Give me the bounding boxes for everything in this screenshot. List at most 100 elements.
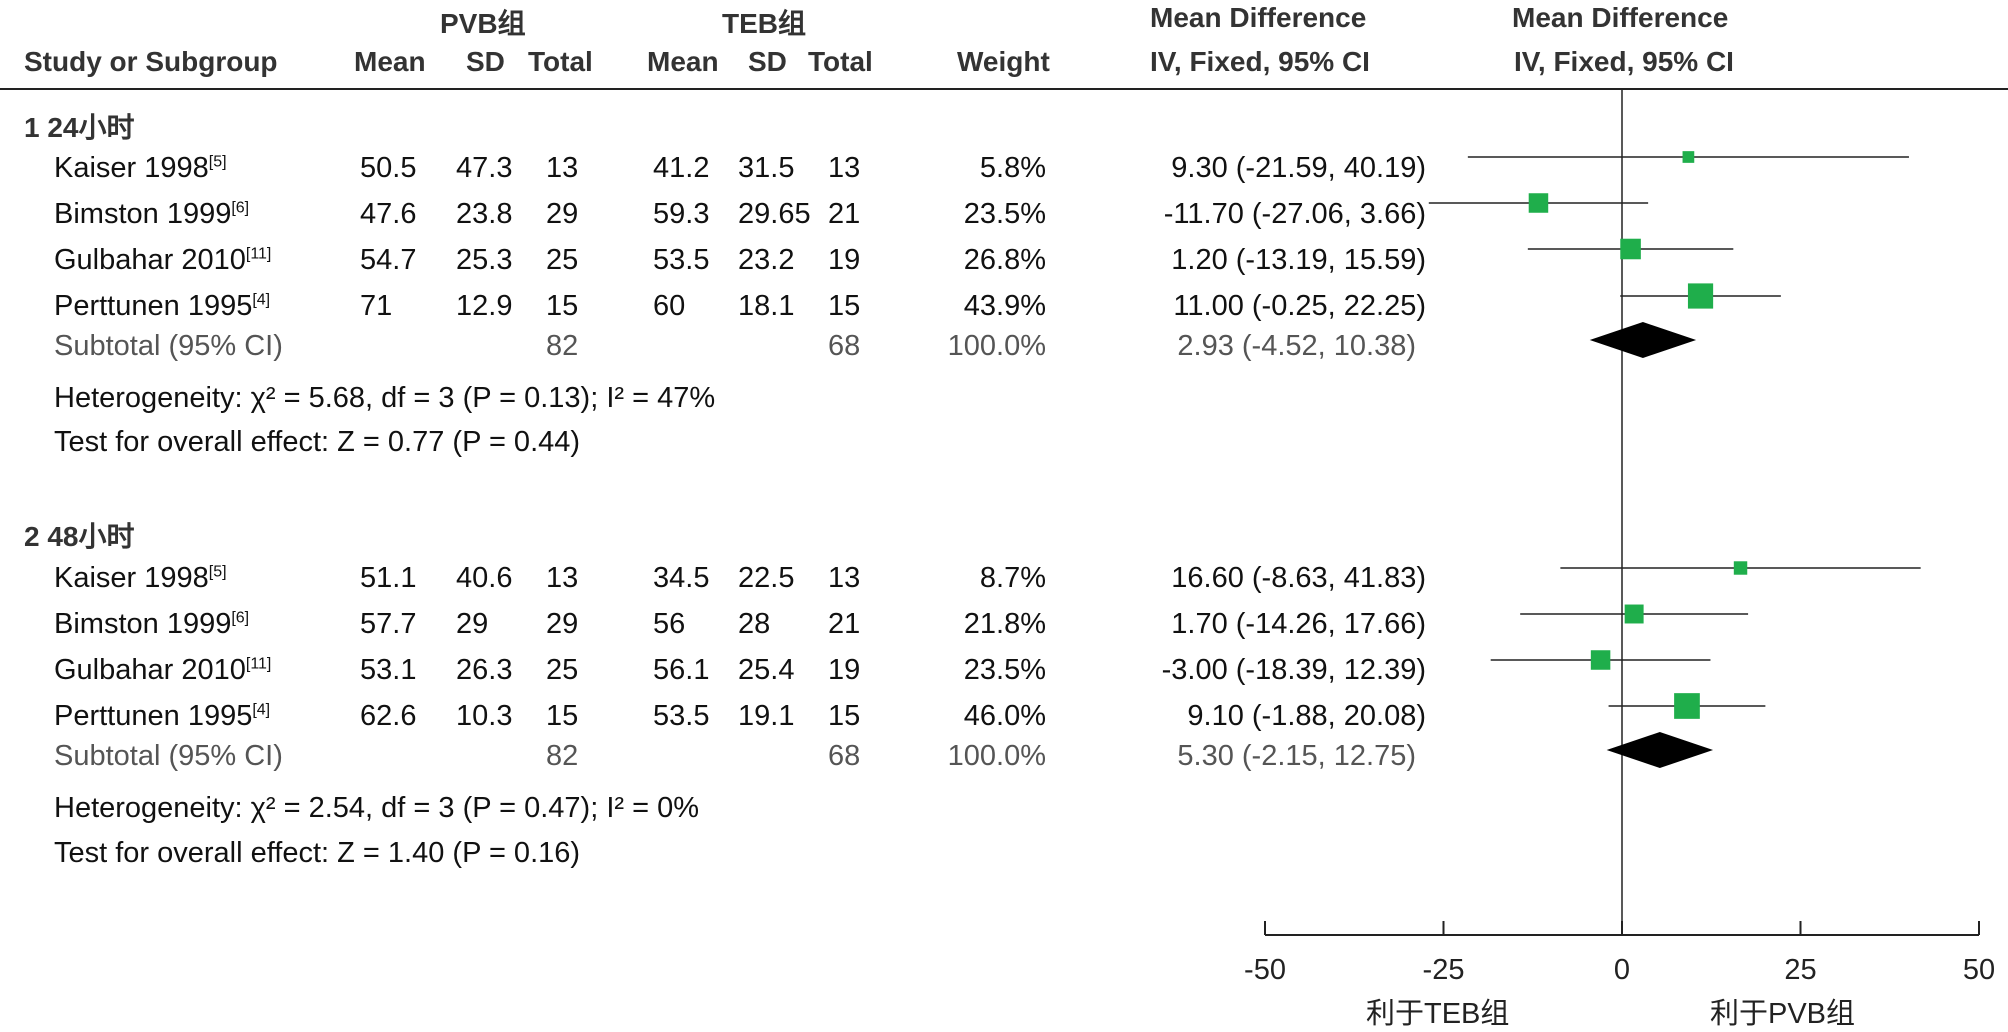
group1-mean: 53.1	[360, 654, 417, 686]
study-ci: -3.00 (-18.39, 12.39)	[1161, 654, 1426, 686]
group2-mean-header: Mean	[647, 46, 719, 77]
subtotal-group2-total: 68	[828, 740, 861, 772]
group1-mean: 50.5	[360, 152, 417, 184]
group1-total: 25	[546, 654, 579, 686]
study-name: Perttunen 1995[4]	[54, 290, 271, 322]
overall-effect-text: Test for overall effect: Z = 0.77 (P = 0…	[54, 426, 581, 458]
group1-sd-header: SD	[466, 46, 505, 77]
study-ci: 16.60 (-8.63, 41.83)	[1171, 562, 1426, 594]
group1-mean: 57.7	[360, 608, 417, 640]
subtotal-group1-total: 82	[546, 740, 579, 772]
subtotal-label: Subtotal (95% CI)	[54, 740, 283, 772]
study-ci: 1.20 (-13.19, 15.59)	[1171, 244, 1426, 276]
x-axis-tick-label: -25	[1423, 954, 1465, 986]
group1-sd: 10.3	[456, 700, 513, 732]
study-name: Gulbahar 2010[11]	[54, 654, 272, 686]
group1-total: 29	[546, 608, 579, 640]
study-ci: -11.70 (-27.06, 3.66)	[1163, 198, 1426, 230]
study-ci: 9.10 (-1.88, 20.08)	[1187, 700, 1426, 732]
group2-mean: 34.5	[653, 562, 710, 594]
study-weight: 46.0%	[963, 700, 1046, 732]
study-weight: 26.8%	[963, 244, 1046, 276]
subtotal-weight: 100.0%	[947, 330, 1046, 362]
group2-sd: 31.5	[738, 152, 795, 184]
study-ci: 11.00 (-0.25, 22.25)	[1173, 290, 1426, 322]
group2-total: 21	[828, 198, 861, 230]
effect-marker	[1590, 650, 1611, 670]
group2-sd: 23.2	[738, 244, 795, 276]
subtotal-group1-total: 82	[546, 330, 579, 362]
study-name: Gulbahar 2010[11]	[54, 244, 272, 276]
study-weight: 43.9%	[963, 290, 1046, 322]
study-ci: 1.70 (-14.26, 17.66)	[1171, 608, 1426, 640]
group2-total: 13	[828, 562, 861, 594]
md-plot-header-subtitle: IV, Fixed, 95% CI	[1514, 46, 1734, 77]
group1-total: 29	[546, 198, 579, 230]
study-name: Bimston 1999[6]	[54, 608, 250, 640]
study-name: Bimston 1999[6]	[54, 198, 250, 230]
x-axis-tick-label: 25	[1784, 954, 1816, 986]
heterogeneity-text: Heterogeneity: χ² = 2.54, df = 3 (P = 0.…	[54, 792, 699, 824]
group2-total: 19	[828, 244, 861, 276]
effect-marker	[1674, 693, 1700, 719]
group2-sd: 22.5	[738, 562, 795, 594]
group1-sd: 23.8	[456, 198, 513, 230]
study-weight: 21.8%	[963, 608, 1046, 640]
study-weight: 5.8%	[979, 152, 1046, 184]
group1-mean: 54.7	[360, 244, 417, 276]
effect-marker	[1733, 561, 1748, 575]
group1-total: 13	[546, 562, 579, 594]
group1-sd: 40.6	[456, 562, 513, 594]
subtotal-label: Subtotal (95% CI)	[54, 330, 283, 362]
effect-marker	[1620, 238, 1641, 260]
group2-mean: 41.2	[653, 152, 710, 184]
weight-header: Weight	[957, 46, 1050, 77]
group2-sd: 29.65	[738, 198, 811, 230]
effect-marker	[1528, 193, 1549, 213]
group2-sd: 18.1	[738, 290, 795, 322]
favours-right-label: 利于PVB组	[1710, 998, 1856, 1030]
study-weight: 23.5%	[963, 654, 1046, 686]
md-header-title: Mean Difference	[1150, 2, 1367, 33]
group2-sd: 25.4	[738, 654, 795, 686]
group2-sd-header: SD	[748, 46, 787, 77]
group1-sd: 12.9	[456, 290, 513, 322]
group1-sd: 26.3	[456, 654, 513, 686]
group1-total: 25	[546, 244, 579, 276]
group2-mean: 53.5	[653, 244, 710, 276]
group1-mean-header: Mean	[354, 46, 426, 77]
group2-mean: 56	[653, 608, 686, 640]
subgroup-label: 1 24小时	[24, 112, 135, 143]
group2-header: TEB组	[722, 8, 807, 39]
group1-sd: 29	[456, 608, 489, 640]
effect-marker	[1624, 604, 1644, 624]
x-axis-tick-label: 0	[1614, 954, 1630, 986]
group1-total: 15	[546, 290, 579, 322]
group2-total: 21	[828, 608, 861, 640]
group2-total: 15	[828, 290, 861, 322]
effect-marker	[1682, 151, 1695, 163]
group1-header: PVB组	[440, 8, 526, 39]
group1-mean: 47.6	[360, 198, 417, 230]
group2-total: 15	[828, 700, 861, 732]
group1-mean: 51.1	[360, 562, 417, 594]
group1-mean: 71	[360, 290, 393, 322]
subtotal-ci: 2.93 (-4.52, 10.38)	[1177, 330, 1416, 362]
group1-mean: 62.6	[360, 700, 417, 732]
effect-marker	[1687, 283, 1714, 309]
subtotal-group2-total: 68	[828, 330, 861, 362]
study-column-header: Study or Subgroup	[24, 46, 278, 77]
study-name: Kaiser 1998[5]	[54, 152, 227, 184]
group1-total: 13	[546, 152, 579, 184]
study-ci: 9.30 (-21.59, 40.19)	[1171, 152, 1426, 184]
group2-mean: 60	[653, 290, 686, 322]
subgroup-label: 2 48小时	[24, 521, 135, 552]
study-name: Kaiser 1998[5]	[54, 562, 227, 594]
favours-left-label: 利于TEB组	[1366, 998, 1510, 1030]
header-rule	[0, 88, 2008, 90]
x-axis-tick-label: -50	[1244, 954, 1286, 986]
subtotal-diamond	[1589, 322, 1697, 358]
x-axis-tick-label: 50	[1963, 954, 1995, 986]
heterogeneity-text: Heterogeneity: χ² = 5.68, df = 3 (P = 0.…	[54, 382, 716, 414]
